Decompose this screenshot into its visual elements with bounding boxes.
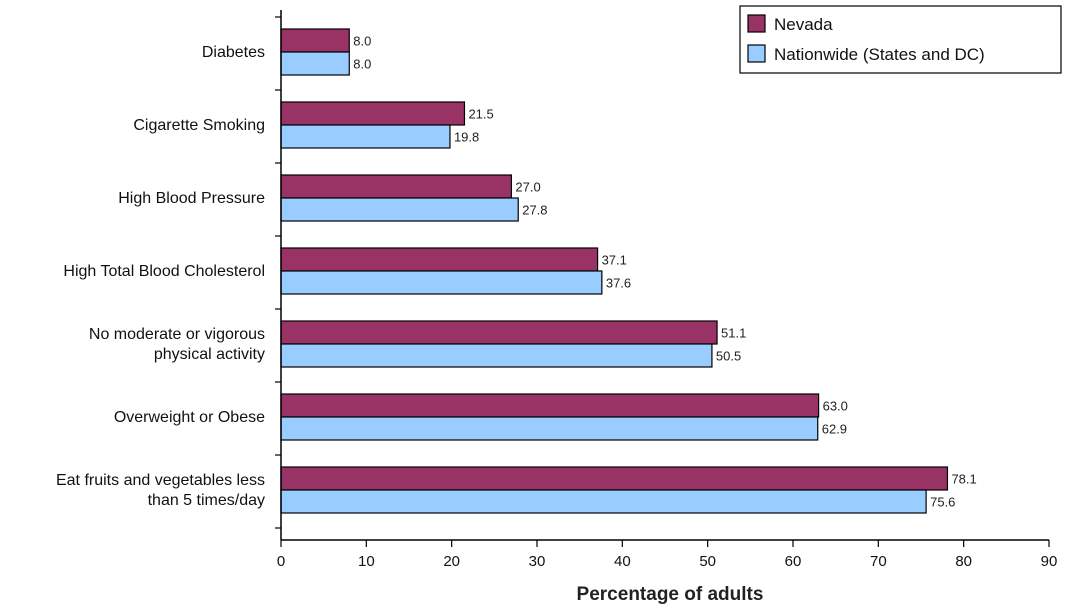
bar-nevada-1 (280, 101, 466, 126)
bar-nevada-2 (280, 174, 512, 199)
bar-nationwide-4 (280, 343, 713, 368)
data-labels: 8.0 8.0 21.5 19.8 27.0 27.8 37.1 37.6 51.1 50.5 63… (353, 34, 976, 510)
legend: Nevada Nationwide (States and DC) (739, 5, 1062, 74)
legend-box (739, 5, 1062, 74)
legend-swatch-nationwide (747, 44, 766, 63)
x-tick-label-20: 20 (443, 553, 460, 570)
x-tick-label-30: 30 (529, 553, 546, 570)
bar-nationwide-0 (280, 51, 350, 76)
category-label-6-line-1: than 5 times/day (148, 492, 265, 509)
data-label-nationwide-4: 50.5 (716, 349, 741, 364)
data-label-nevada-3: 37.1 (602, 253, 627, 268)
x-axis-ticks: 0 10 20 30 40 50 60 70 80 90 (275, 16, 1058, 570)
category-label-6-line-0: Eat fruits and vegetables less (56, 472, 265, 489)
data-label-nevada-4: 51.1 (721, 326, 746, 341)
data-label-nevada-6: 78.1 (951, 472, 976, 487)
category-label-5: Overweight or Obese (114, 409, 265, 426)
data-label-nevada-1: 21.5 (468, 107, 493, 122)
bar-nationwide-1 (280, 124, 451, 149)
category-label-2: High Blood Pressure (118, 190, 265, 207)
legend-swatch-nevada (747, 14, 766, 33)
bar-nationwide-6 (280, 489, 927, 514)
bar-nationwide-2 (280, 197, 519, 222)
x-tick-label-90: 90 (1041, 553, 1058, 570)
bar-nationwide-3 (280, 270, 603, 295)
bars-layer (280, 28, 949, 514)
x-tick-label-0: 0 (277, 553, 285, 570)
category-label-3: High Total Blood Cholesterol (63, 263, 265, 280)
x-tick-label-10: 10 (358, 553, 375, 570)
category-label-1: Cigarette Smoking (133, 117, 265, 134)
x-tick-label-50: 50 (699, 553, 716, 570)
data-label-nationwide-2: 27.8 (522, 203, 547, 218)
data-label-nationwide-6: 75.6 (930, 495, 955, 510)
category-label-4-line-0: No moderate or vigorous (89, 326, 265, 343)
bar-nevada-3 (280, 247, 599, 272)
data-label-nationwide-1: 19.8 (454, 130, 479, 145)
category-label-0: Diabetes (202, 44, 265, 61)
bar-nevada-0 (280, 28, 350, 53)
data-label-nevada-2: 27.0 (515, 180, 540, 195)
data-label-nationwide-5: 62.9 (822, 422, 847, 437)
x-axis-title: Percentage of adults (577, 584, 764, 605)
category-label-4-line-1: physical activity (154, 346, 265, 363)
x-tick-label-80: 80 (955, 553, 972, 570)
data-label-nevada-0: 8.0 (353, 34, 371, 49)
x-tick-label-60: 60 (785, 553, 802, 570)
x-tick-label-40: 40 (614, 553, 631, 570)
bar-nationwide-5 (280, 416, 819, 441)
bar-nevada-4 (280, 320, 718, 345)
category-labels: Diabetes Cigarette Smoking High Blood Pres… (56, 44, 265, 509)
data-label-nevada-5: 63.0 (823, 399, 848, 414)
data-label-nationwide-3: 37.6 (606, 276, 631, 291)
bar-nevada-6 (280, 466, 949, 491)
bar-nevada-5 (280, 393, 820, 418)
x-tick-label-70: 70 (870, 553, 887, 570)
legend-label-nevada: Nevada (774, 15, 833, 34)
data-label-nationwide-0: 8.0 (353, 57, 371, 72)
legend-label-nationwide: Nationwide (States and DC) (774, 45, 985, 64)
